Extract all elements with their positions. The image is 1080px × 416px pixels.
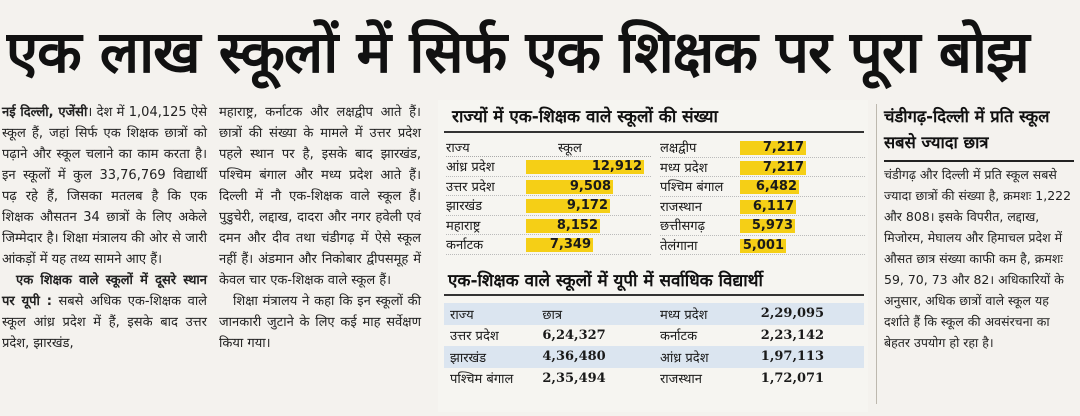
bar (526, 238, 593, 252)
table-cell: राजस्थान (659, 372, 703, 388)
sidebar-body: चंडीगढ़ और दिल्ली में प्रति स्कूल सबसे ज… (884, 167, 1072, 350)
bar-value-label: 9,508 (569, 178, 611, 194)
para-1-text: । देश में 1,04,125 ऐसे स्कूल हैं, जहां स… (2, 105, 207, 267)
bar-table-header: राज्य स्कूल (446, 138, 651, 157)
bar-label: छत्तीसगढ़ (660, 219, 705, 235)
bar-value-label: 6,117 (752, 198, 794, 214)
bar-label: कर्नाटक (446, 238, 484, 254)
bar-label: तेलंगाना (660, 238, 698, 254)
bar (526, 179, 613, 194)
sidebar-rule (884, 160, 1074, 162)
bar-label: लक्षद्वीप (660, 141, 697, 157)
bar-row-right-2: पश्चिम बंगाल 6,482 (660, 177, 865, 197)
bar-row-left-3: महाराष्ट्र 8,152 (446, 216, 651, 235)
bar (740, 199, 796, 214)
bar-row-left-2: झारखंड 9,172 (446, 196, 651, 216)
headline: एक लाख स्कूलों में सिर्फ एक शिक्षक पर पू… (6, 18, 1030, 86)
bar-table-left: राज्य स्कूल आंध्र प्रदेश 12,912 उत्तर प्रद… (446, 138, 651, 255)
bar-row-right-0: लक्षद्वीप 7,217 (660, 138, 865, 158)
bar (740, 180, 799, 194)
bar-row-right-3: राजस्थान 6,117 (660, 197, 865, 216)
article-para-2: एक शिक्षक वाले स्कूलों में दूसरे स्थान प… (2, 270, 207, 354)
table-cell: छात्र (536, 303, 654, 325)
table-cell: 2,23,142 (760, 327, 825, 343)
header-state: राज्य (446, 141, 470, 156)
para-2-text: सबसे अधिक एक-शिक्षक वाले स्कूल आंध्र प्र… (2, 294, 207, 351)
bar-label: पश्चिम बंगाल (660, 180, 724, 196)
table-title: एक-शिक्षक वाले स्कूलों में यूपी में सर्व… (448, 271, 763, 291)
table-cell: 1,72,071 (760, 370, 825, 386)
bar-row-right-5: तेलंगाना 5,001 (660, 236, 865, 255)
bar (740, 160, 806, 175)
bar-row-left-0: आंध्र प्रदेश 12,912 (446, 157, 651, 177)
bar-value-label: 7,217 (762, 140, 804, 155)
table-cell: 2,29,095 (754, 303, 864, 325)
chart-title-rule (444, 131, 864, 133)
table-cell: राज्य (444, 303, 537, 325)
bar (526, 160, 644, 174)
bar-row-left-4: कर्नाटक 7,349 (446, 235, 651, 255)
bar (740, 141, 806, 155)
bar (526, 218, 600, 233)
table-row: पश्चिम बंगाल 2,35,494 राजस्थान 1,72,071 (444, 368, 864, 390)
column-divider (876, 104, 877, 404)
bar-row-right-1: मध्य प्रदेश 7,217 (660, 158, 865, 177)
table-cell: 4,36,480 (536, 346, 654, 368)
table-cell: झारखंड (444, 346, 537, 368)
table-cell: 2,35,494 (542, 370, 606, 386)
bar-value-label: 6,482 (755, 179, 797, 194)
bar-value-label: 5,973 (751, 218, 793, 233)
bar-label: महाराष्ट्र (446, 218, 481, 234)
bar-value-label: 7,349 (549, 237, 591, 252)
bar-label: मध्य प्रदेश (660, 160, 708, 176)
students-table: राज्य छात्र मध्य प्रदेश 2,29,095 उत्तर प्रदे… (444, 303, 864, 389)
subhead: एक शिक्षक वाले स्कूलों में दूसरे स्थान प… (2, 273, 207, 309)
table-cell: मध्य प्रदेश (653, 303, 755, 325)
bar-value-label: 7,217 (762, 159, 804, 175)
chart-title: राज्यों में एक-शिक्षक वाले स्कूलों की सं… (452, 107, 718, 127)
bar-value-label: 9,172 (566, 198, 608, 213)
bar-value-label: 12,912 (591, 159, 642, 174)
table-row: राज्य छात्र मध्य प्रदेश 2,29,095 (444, 303, 864, 325)
bar (740, 238, 786, 253)
bar-label: राजस्थान (660, 199, 703, 215)
table-cell: 1,97,113 (754, 346, 864, 368)
article-para-1: नई दिल्ली, एजेंसी। देश में 1,04,125 ऐसे … (2, 102, 207, 270)
bar-table-right: लक्षद्वीप 7,217 मध्य प्रदेश 7,217 पश्चिम बंग… (660, 138, 865, 255)
table-cell: 6,24,327 (542, 327, 606, 343)
bar-row-right-4: छत्तीसगढ़ 5,973 (660, 216, 865, 236)
header-schools: स्कूल (558, 141, 582, 156)
bar (526, 199, 610, 213)
article-para-3: महाराष्ट्र, कर्नाटक और लक्षद्वीप आते हैं… (219, 105, 421, 288)
table-row: झारखंड 4,36,480 आंध्र प्रदेश 1,97,113 (444, 346, 864, 368)
bar (740, 219, 795, 233)
table-cell: पश्चिम बंगाल (450, 372, 514, 388)
bar-label: उत्तर प्रदेश (446, 179, 495, 195)
article-column-2: महाराष्ट्र, कर्नाटक और लक्षद्वीप आते हैं… (219, 102, 421, 354)
dateline: नई दिल्ली, एजेंसी (2, 105, 88, 120)
table-cell: उत्तर प्रदेश (450, 329, 499, 345)
table-cell: कर्नाटक (659, 329, 698, 345)
article-para-4: शिक्षा मंत्रालय ने कहा कि इन स्कूलों की … (219, 294, 421, 351)
bar-value-label: 5,001 (742, 237, 784, 253)
table-cell: आंध्र प्रदेश (653, 346, 755, 368)
bar-label: झारखंड (446, 199, 483, 215)
sidebar-heading: चंडीगढ़-दिल्ली में प्रति स्कूल सबसे ज्या… (884, 107, 1050, 152)
bar-row-left-1: उत्तर प्रदेश 9,508 (446, 177, 651, 196)
infographic-panel: राज्यों में एक-शिक्षक वाले स्कूलों की सं… (438, 100, 868, 412)
table-row: उत्तर प्रदेश 6,24,327 कर्नाटक 2,23,142 (444, 325, 864, 347)
article-column-1: नई दिल्ली, एजेंसी। देश में 1,04,125 ऐसे … (2, 102, 207, 354)
table-title-rule (444, 294, 864, 296)
bar-label: आंध्र प्रदेश (446, 160, 495, 176)
bar-value-label: 8,152 (556, 217, 598, 233)
